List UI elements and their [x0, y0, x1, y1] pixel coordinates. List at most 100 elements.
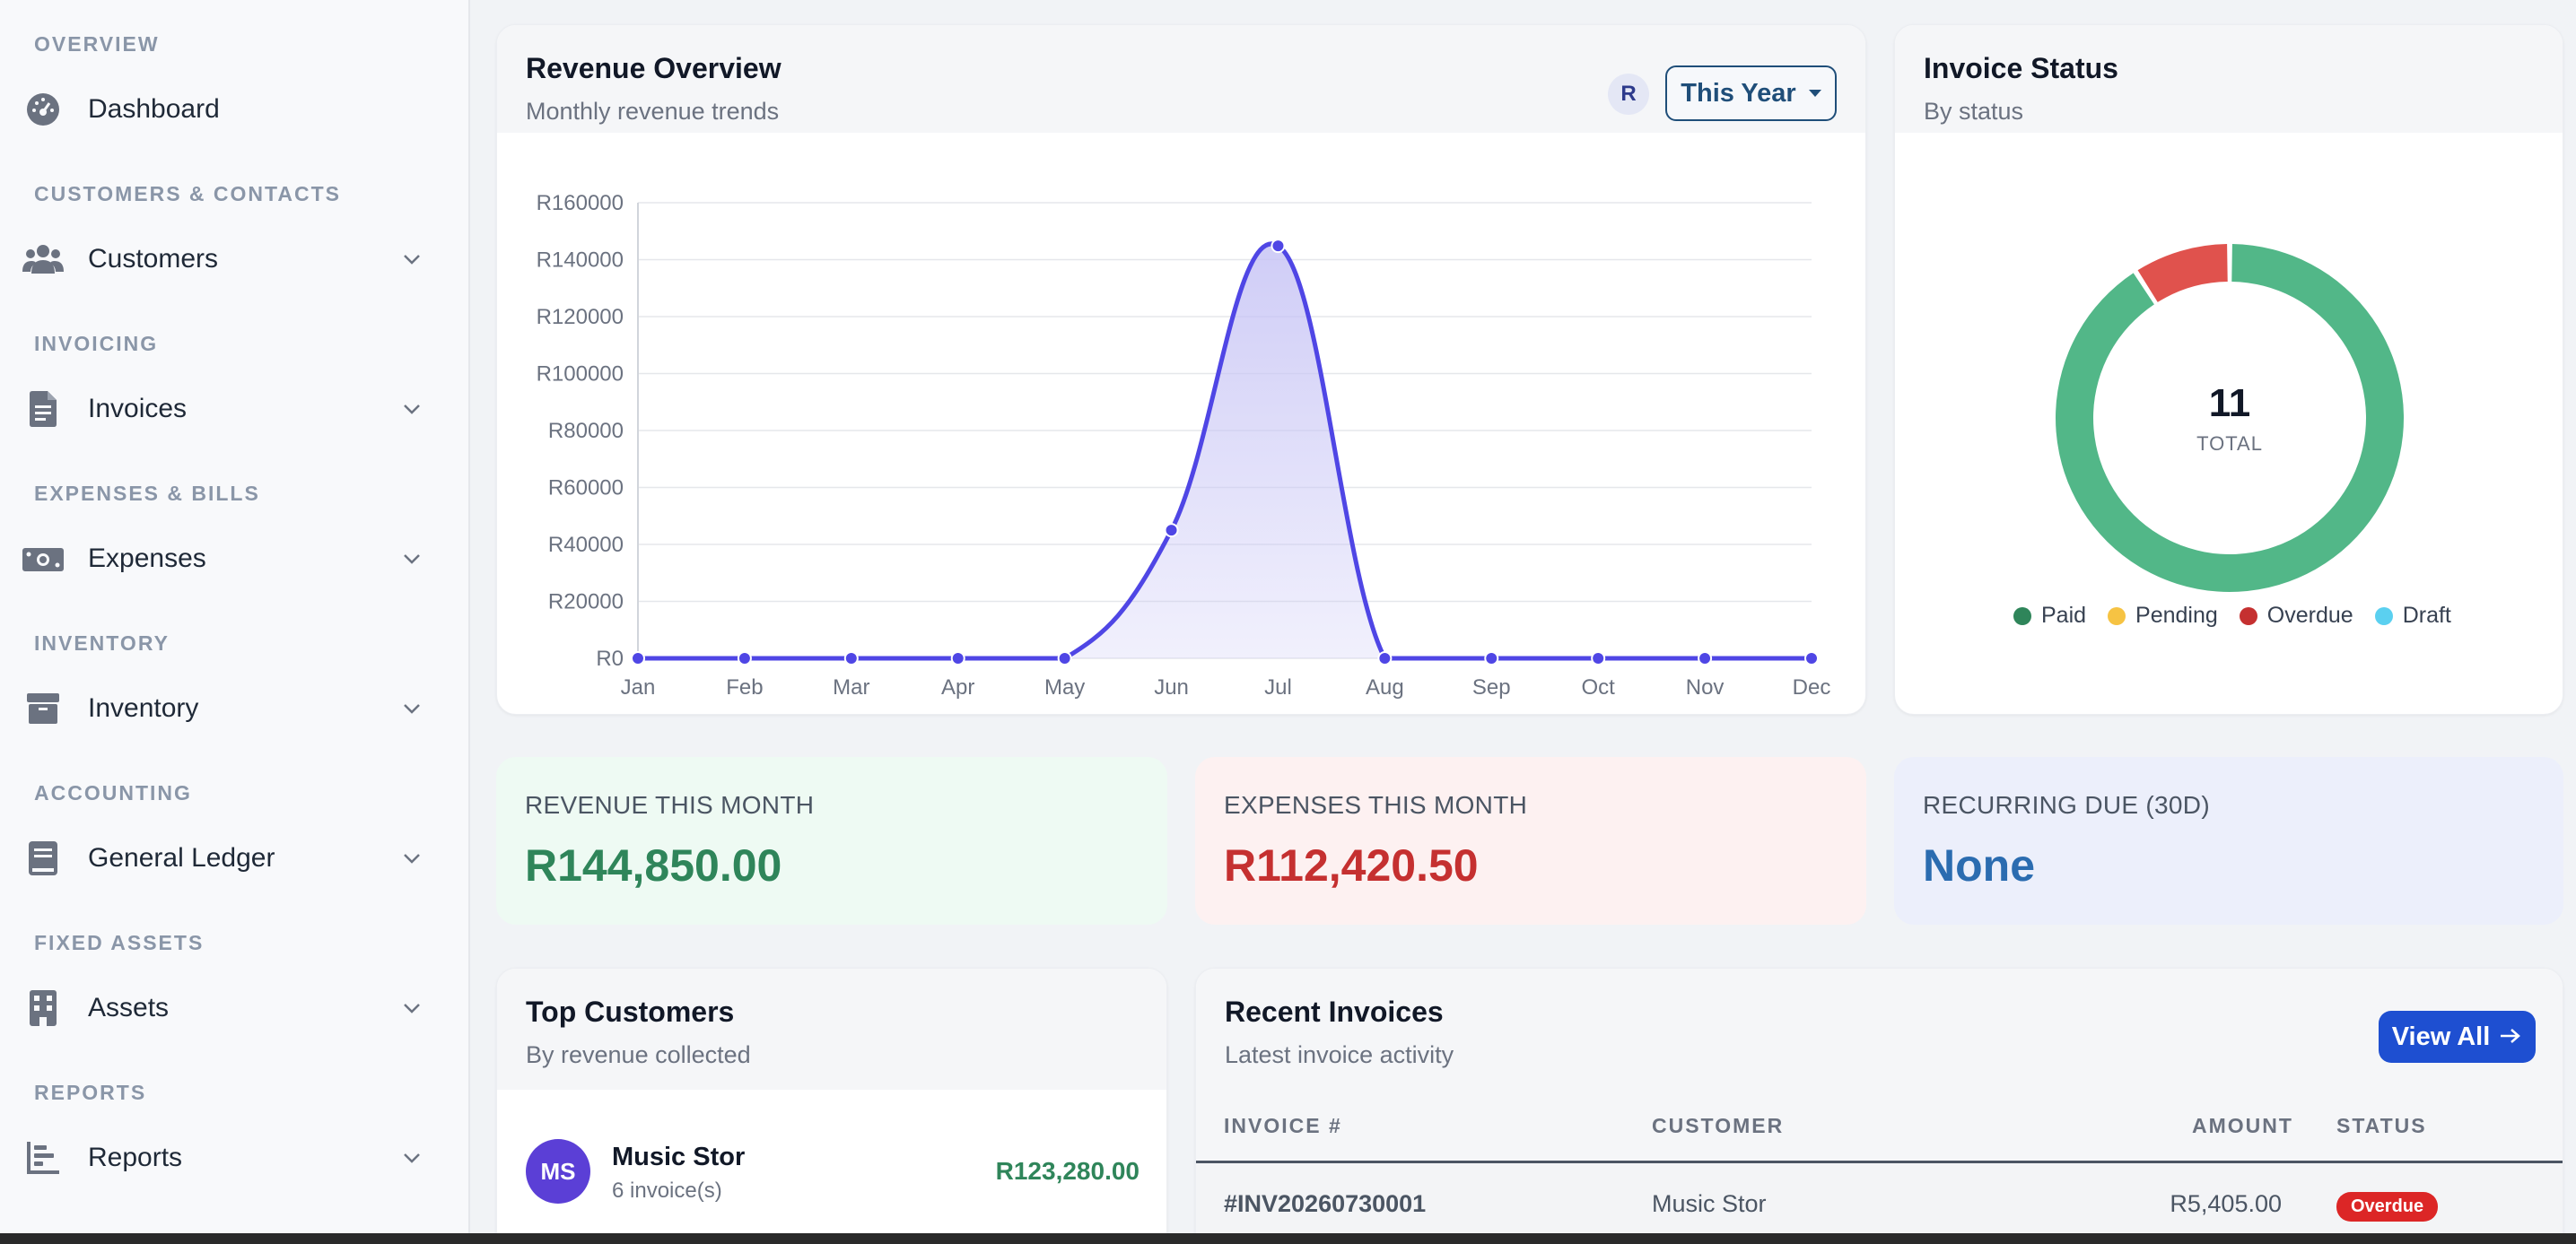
sidebar-item-label: Customers	[88, 244, 219, 274]
customer-name: Music Stor	[612, 1143, 746, 1171]
y-tick-label: R20000	[548, 590, 624, 614]
sidebar-item-invoices[interactable]: Invoices	[22, 382, 425, 436]
legend-item-pending[interactable]: Pending	[2108, 603, 2218, 629]
data-point-mar[interactable]	[843, 651, 859, 665]
revenue-line	[637, 241, 1812, 661]
taskbar-strip	[0, 1233, 2576, 1244]
donut-legend: Paid Pending Overdue Draft	[2013, 603, 2451, 629]
sidebar-item-assets[interactable]: Assets	[22, 981, 425, 1035]
chevron-down-icon[interactable]	[398, 845, 425, 872]
data-point-apr[interactable]	[950, 651, 965, 665]
data-point-jan[interactable]	[631, 651, 645, 665]
chevron-down-icon[interactable]	[398, 396, 425, 422]
section-title-customers: CUSTOMERS & CONTACTS	[34, 182, 341, 205]
building-icon	[22, 987, 65, 1030]
dashboard-icon	[22, 88, 65, 131]
invoice-customer: Music Stor	[1652, 1190, 1767, 1217]
period-dropdown[interactable]: This Year	[1665, 65, 1837, 121]
view-all-label: View All	[2391, 1022, 2491, 1051]
donut-slice-overdue[interactable]	[2137, 244, 2228, 302]
data-point-sep[interactable]	[1484, 651, 1499, 665]
card-header: Revenue Overview Monthly revenue trends	[497, 25, 1865, 133]
x-tick-label: Sep	[1472, 675, 1511, 700]
data-point-jun[interactable]	[1164, 523, 1179, 538]
x-tick-label: May	[1044, 675, 1085, 700]
chevron-down-icon[interactable]	[398, 246, 425, 273]
column-header-customer[interactable]: CUSTOMER	[1652, 1114, 1785, 1137]
chevron-down-icon[interactable]	[398, 545, 425, 572]
y-tick-label: R140000	[537, 248, 624, 273]
column-header-invoice[interactable]: INVOICE #	[1224, 1114, 1342, 1137]
data-point-dec[interactable]	[1804, 651, 1819, 665]
money-icon	[22, 537, 65, 580]
x-tick-label: Jul	[1264, 675, 1292, 700]
top-customers-card: Top Customers By revenue collected MS Mu…	[496, 968, 1167, 1244]
revenue-overview-card: Revenue Overview Monthly revenue trends …	[496, 24, 1866, 715]
table-row[interactable]	[1196, 1163, 2563, 1244]
currency-badge: R	[1608, 74, 1649, 115]
chevron-down-icon[interactable]	[398, 995, 425, 1022]
list-item[interactable]: MS Music Stor 6 invoice(s) R123,280.00	[526, 1139, 1140, 1204]
revenue-this-month-card: REVENUE THIS MONTH R144,850.00	[496, 757, 1167, 925]
card-header: Recent Invoices Latest invoice activity	[1196, 969, 2563, 1162]
sidebar-item-inventory[interactable]: Inventory	[22, 682, 425, 735]
box-icon	[22, 687, 65, 730]
expenses-this-month-card: EXPENSES THIS MONTH R112,420.50	[1195, 757, 1866, 925]
legend-label: Draft	[2402, 603, 2451, 628]
invoice-number[interactable]: #INV20260730001	[1224, 1190, 1427, 1217]
recent-invoices-card: Recent Invoices Latest invoice activity	[1195, 968, 2563, 1244]
stat-value: R144,850.00	[525, 840, 782, 891]
x-tick-label: Dec	[1793, 675, 1831, 700]
invoice-status-donut-chart: 11 TOTAL	[2056, 244, 2404, 592]
x-tick-label: Mar	[833, 675, 869, 700]
section-title-accounting: ACCOUNTING	[34, 781, 192, 805]
data-point-jul[interactable]	[1271, 239, 1286, 254]
sidebar-item-expenses[interactable]: Expenses	[22, 532, 425, 586]
sidebar-item-dashboard[interactable]: Dashboard	[22, 83, 425, 136]
data-point-feb[interactable]	[737, 651, 752, 665]
y-tick-label: R40000	[548, 533, 624, 557]
chevron-down-icon[interactable]	[398, 695, 425, 722]
legend-item-overdue[interactable]: Overdue	[2239, 603, 2353, 629]
sidebar-item-label: Dashboard	[88, 94, 220, 124]
invoice-status-card: Invoice Status By status 11 TOTAL	[1894, 24, 2563, 715]
legend-swatch	[2239, 606, 2257, 625]
arrow-right-icon	[2499, 1022, 2522, 1052]
section-title-reports: REPORTS	[34, 1081, 147, 1104]
x-tick-label: Apr	[941, 675, 974, 700]
card-title: Recent Invoices	[1225, 996, 1444, 1028]
card-title: Invoice Status	[1924, 52, 2118, 84]
data-point-aug[interactable]	[1377, 651, 1393, 665]
view-all-button[interactable]: View All	[2379, 1011, 2536, 1063]
book-icon	[22, 837, 65, 880]
card-subtitle: By status	[1924, 98, 2024, 125]
section-title-fixed-assets: FIXED ASSETS	[34, 931, 205, 954]
y-tick-label: R160000	[537, 191, 624, 215]
x-tick-label: Jan	[621, 675, 656, 700]
section-title-overview: OVERVIEW	[34, 32, 160, 56]
customer-amount: R123,280.00	[995, 1157, 1140, 1185]
data-point-oct[interactable]	[1591, 651, 1606, 665]
section-title-expenses: EXPENSES & BILLS	[34, 482, 260, 505]
recurring-due-card: RECURRING DUE (30D) None	[1894, 757, 2563, 925]
invoice-amount: R5,405.00	[2170, 1190, 2282, 1217]
chevron-down-icon[interactable]	[398, 1144, 425, 1171]
data-point-may[interactable]	[1057, 651, 1072, 665]
column-header-amount[interactable]: AMOUNT	[2192, 1114, 2293, 1137]
sidebar-item-customers[interactable]: Customers	[22, 232, 425, 286]
status-badge: Overdue	[2336, 1192, 2439, 1222]
x-tick-label: Feb	[726, 675, 763, 700]
avatar: MS	[526, 1139, 590, 1204]
chart-icon	[22, 1136, 65, 1179]
legend-label: Paid	[2041, 603, 2087, 628]
sidebar-item-general-ledger[interactable]: General Ledger	[22, 831, 425, 885]
y-tick-label: R60000	[548, 476, 624, 500]
sidebar-item-label: Assets	[88, 993, 170, 1022]
sidebar-item-reports[interactable]: Reports	[22, 1131, 425, 1185]
data-point-nov[interactable]	[1698, 651, 1713, 665]
column-header-status[interactable]: STATUS	[2336, 1114, 2427, 1137]
legend-item-draft[interactable]: Draft	[2374, 603, 2451, 629]
legend-item-paid[interactable]: Paid	[2013, 603, 2086, 629]
donut-total-label: TOTAL	[2196, 432, 2263, 455]
legend-label: Overdue	[2266, 603, 2353, 628]
